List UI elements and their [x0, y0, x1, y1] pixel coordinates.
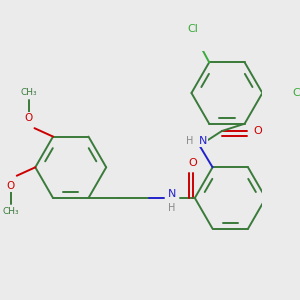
Text: O: O: [7, 181, 15, 191]
Text: O: O: [189, 158, 197, 168]
Text: CH₃: CH₃: [2, 207, 19, 216]
Text: H: H: [186, 136, 194, 146]
Text: O: O: [253, 126, 262, 136]
Text: Cl: Cl: [292, 88, 300, 98]
Text: N: N: [199, 136, 208, 146]
Text: O: O: [24, 113, 33, 123]
Text: N: N: [168, 189, 176, 199]
Text: Cl: Cl: [188, 24, 199, 34]
Text: CH₃: CH₃: [20, 88, 37, 97]
Text: H: H: [168, 203, 176, 213]
